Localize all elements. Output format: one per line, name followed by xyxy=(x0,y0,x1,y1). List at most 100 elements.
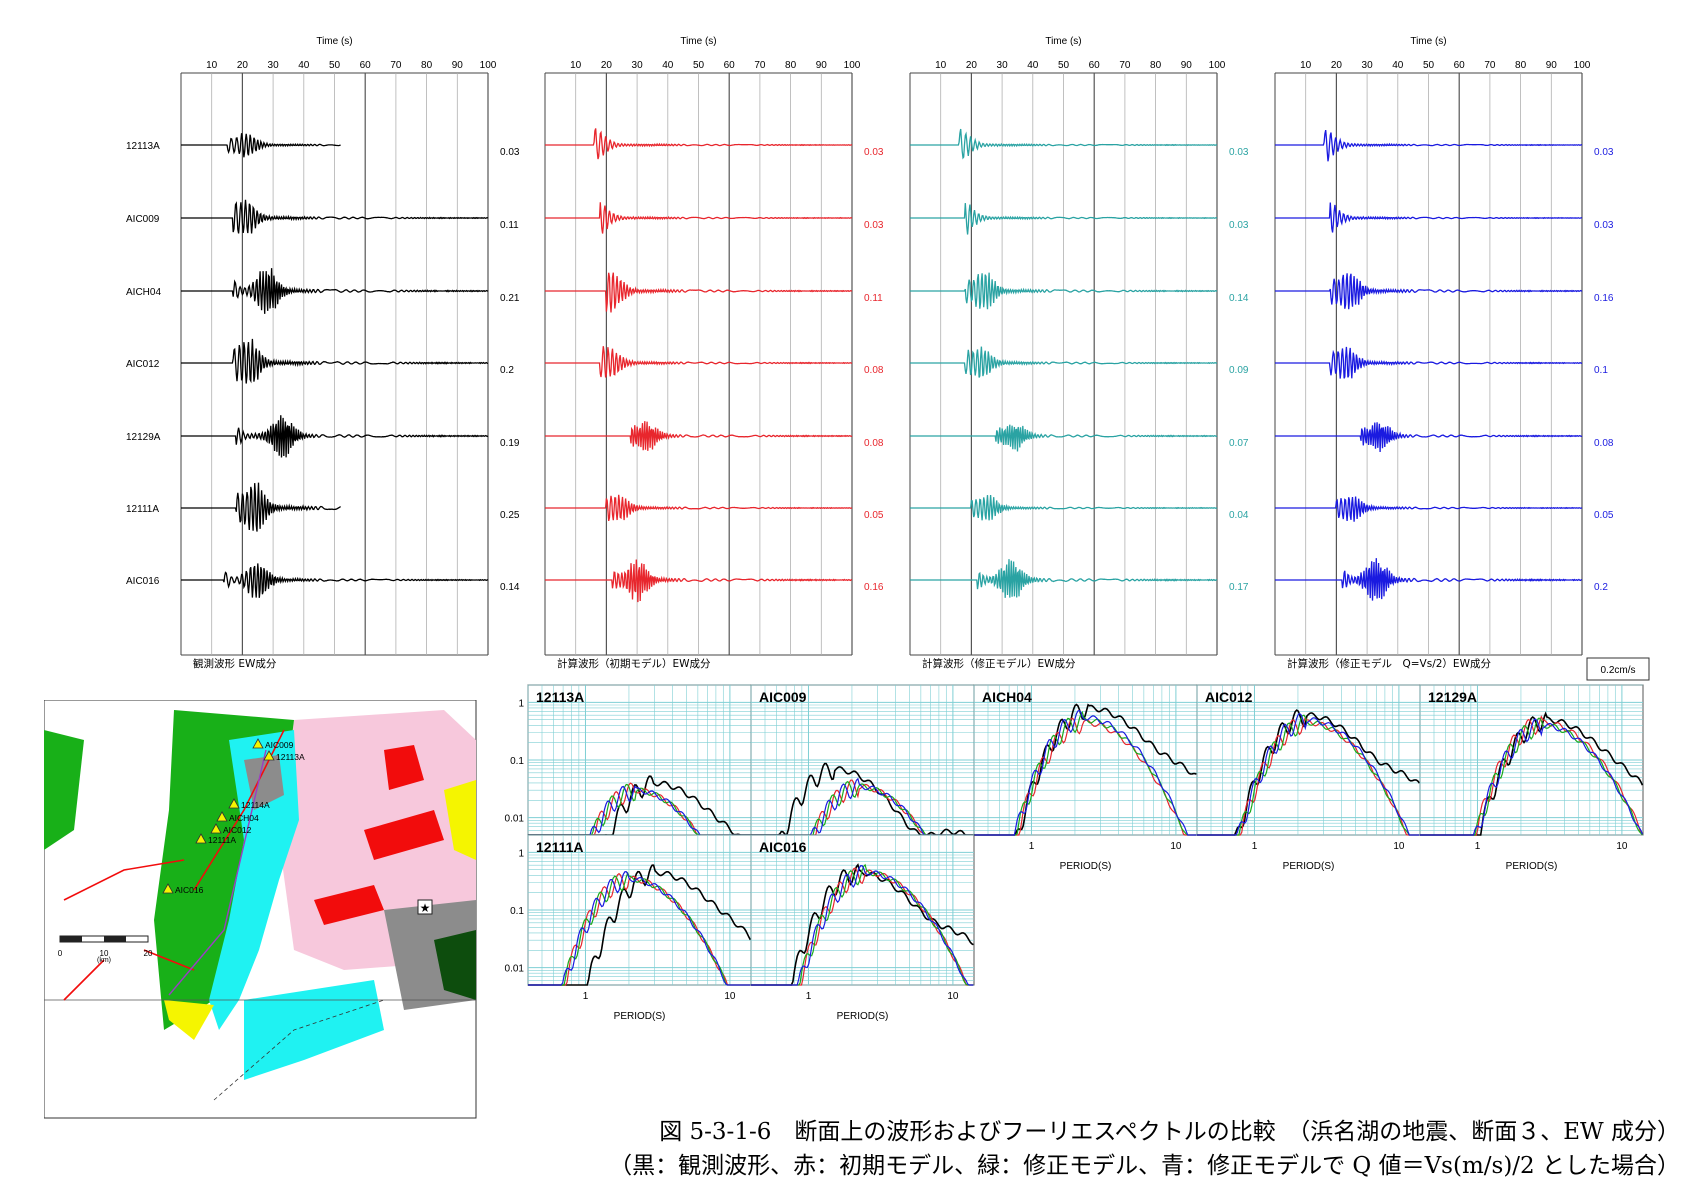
amplitude-label: 0.25 xyxy=(500,510,520,521)
geology-yellow-area xyxy=(444,780,476,860)
amplitude-label: 0.04 xyxy=(1229,510,1249,521)
time-tick-label: 100 xyxy=(480,60,497,71)
station-marker xyxy=(210,823,222,834)
waveform-trace xyxy=(545,494,853,522)
waveform-trace xyxy=(181,133,341,158)
spectrum-y-tick: 0.1 xyxy=(510,756,524,767)
spectrum-x-label: PERIOD(S) xyxy=(1506,861,1558,872)
waveform-trace xyxy=(910,272,1218,310)
amplitude-label: 0.16 xyxy=(1594,293,1614,304)
waveform-trace xyxy=(1275,558,1583,601)
amplitude-label: 0.05 xyxy=(1594,510,1614,521)
amplitude-label: 0.03 xyxy=(864,147,884,158)
station-marker xyxy=(162,883,174,894)
amplitude-label: 0.14 xyxy=(1229,293,1249,304)
time-tick-label: 80 xyxy=(1150,60,1162,71)
amplitude-label: 0.08 xyxy=(864,438,884,449)
station-label: 12111A xyxy=(126,504,159,515)
spectrum-curve xyxy=(528,871,751,986)
time-tick-label: 50 xyxy=(329,60,341,71)
time-tick-label: 20 xyxy=(966,60,978,71)
amplitude-label: 0.11 xyxy=(864,293,883,304)
station-marker xyxy=(195,833,207,844)
time-tick-label: 30 xyxy=(997,60,1009,71)
time-tick-label: 70 xyxy=(1119,60,1131,71)
spectrum-y-tick: 0.1 xyxy=(510,906,524,917)
time-tick-label: 90 xyxy=(1181,60,1193,71)
spectrum-curve xyxy=(528,870,751,986)
waveform-trace xyxy=(181,268,489,314)
time-tick-label: 10 xyxy=(1300,60,1312,71)
spectrum-x-tick: 1 xyxy=(1252,841,1258,852)
geology-red-area xyxy=(364,810,444,860)
time-tick-label: 40 xyxy=(1392,60,1404,71)
spectrum-x-tick: 10 xyxy=(1393,841,1405,852)
scale-label: 0.2cm/s xyxy=(1600,665,1635,676)
waveform-trace xyxy=(181,338,489,384)
amplitude-label: 0.03 xyxy=(864,220,884,231)
time-axis-title: Time (s) xyxy=(1410,36,1446,47)
time-tick-label: 50 xyxy=(1423,60,1435,71)
panel-caption: 計算波形（修正モデル Q=Vs/2）EW成分 xyxy=(1287,657,1491,670)
spectrum-title: AIC012 xyxy=(1205,689,1253,705)
time-tick-label: 30 xyxy=(632,60,644,71)
waveform-trace xyxy=(910,424,1218,452)
waveform-trace xyxy=(1275,273,1583,310)
time-tick-label: 20 xyxy=(1331,60,1343,71)
amplitude-label: 0.03 xyxy=(1594,220,1614,231)
time-tick-label: 60 xyxy=(1089,60,1101,71)
waveform-trace xyxy=(181,563,489,598)
spectrum-x-tick: 1 xyxy=(806,991,812,1002)
time-tick-label: 100 xyxy=(1574,60,1591,71)
waveform-trace xyxy=(545,272,853,313)
station-marker xyxy=(216,811,228,822)
spectrum-y-tick: 1 xyxy=(518,848,524,859)
waveform-trace xyxy=(545,202,853,234)
scale-tick-label: 10 xyxy=(100,949,109,958)
waveform-trace xyxy=(545,128,853,160)
spectrum-title: 12129A xyxy=(1428,689,1477,705)
amplitude-label: 0.19 xyxy=(500,438,520,449)
amplitude-label: 0.2 xyxy=(1594,582,1608,593)
waveform-trace xyxy=(545,559,853,603)
time-tick-label: 80 xyxy=(1515,60,1527,71)
geology-red-area xyxy=(314,885,384,925)
time-tick-label: 10 xyxy=(935,60,947,71)
time-tick-label: 90 xyxy=(1546,60,1558,71)
amplitude-label: 0.03 xyxy=(500,147,520,158)
section-line xyxy=(168,749,267,996)
station-map-label: 12113A xyxy=(276,752,305,762)
waveform-trace xyxy=(1275,202,1583,233)
station-label: 12113A xyxy=(126,141,160,152)
spectrum-x-tick: 10 xyxy=(724,991,736,1002)
spectrum-x-tick: 10 xyxy=(947,991,959,1002)
waveform-trace xyxy=(910,559,1218,598)
time-tick-label: 50 xyxy=(693,60,705,71)
time-tick-label: 10 xyxy=(570,60,582,71)
amplitude-label: 0.08 xyxy=(1594,438,1614,449)
scale-tick-label: 20 xyxy=(144,949,153,958)
scale-tick-label: 0 xyxy=(58,949,63,958)
time-tick-label: 20 xyxy=(601,60,613,71)
geology-darkgreen-area xyxy=(434,930,476,1000)
spectrum-curve xyxy=(1197,712,1420,836)
figure-caption-legend: （黒：観測波形、赤：初期モデル、緑：修正モデル、青：修正モデルで Q 値＝Vs(… xyxy=(609,1153,1680,1179)
time-tick-label: 40 xyxy=(662,60,674,71)
waveform-trace xyxy=(1275,422,1583,453)
amplitude-label: 0.14 xyxy=(500,582,520,593)
station-marker xyxy=(228,798,240,809)
spectrum-title: AIC009 xyxy=(759,689,807,705)
amplitude-label: 0.11 xyxy=(500,220,519,231)
station-marker xyxy=(252,738,264,749)
station-map-label: AICH04 xyxy=(229,813,259,823)
spectrum-curve xyxy=(974,709,1197,836)
time-tick-label: 70 xyxy=(390,60,402,71)
waveform-trace xyxy=(545,346,853,378)
station-map-label: AIC009 xyxy=(265,740,294,750)
geology-yellow-area xyxy=(164,1000,214,1040)
spectrum-title: 12113A xyxy=(536,689,584,705)
spectrum-x-label: PERIOD(S) xyxy=(1060,861,1112,872)
epicenter-star-icon: ★ xyxy=(420,901,431,915)
epicenter-box xyxy=(417,899,433,915)
time-tick-label: 40 xyxy=(1027,60,1039,71)
